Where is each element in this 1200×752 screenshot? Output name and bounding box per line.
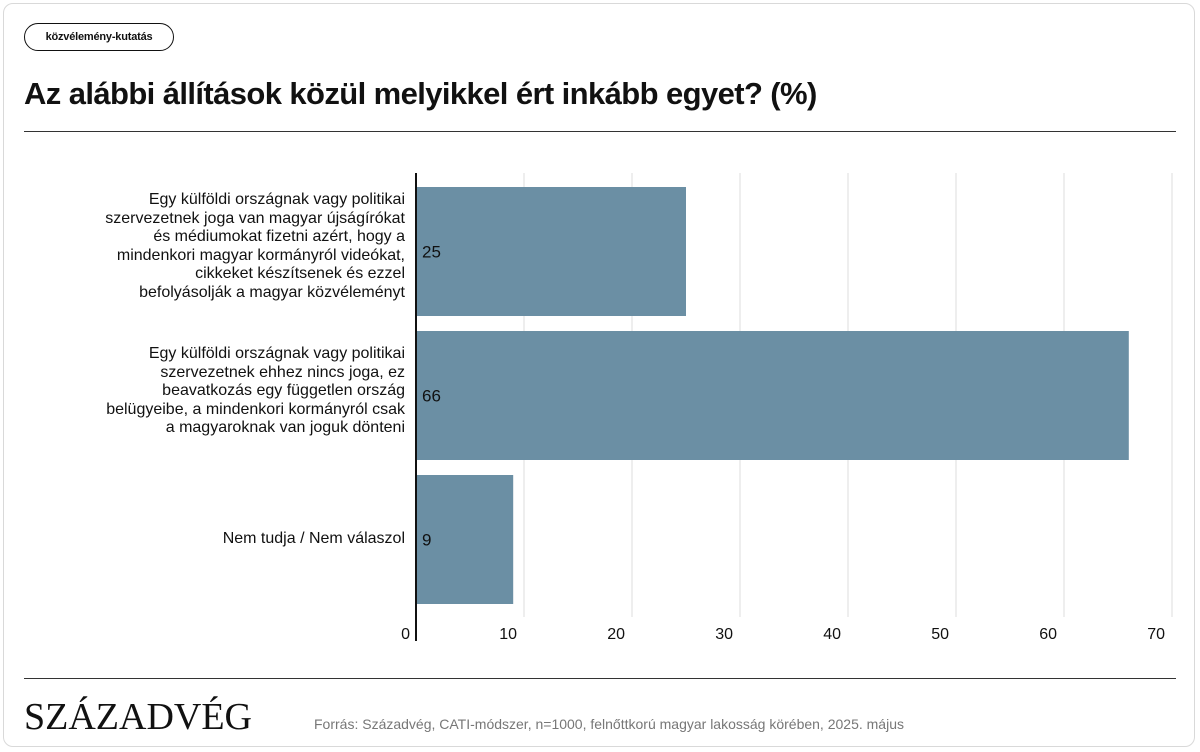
category-label-1: Egy külföldi országnak vagy politikai sz…	[105, 191, 405, 301]
category-label-3: Nem tudja / Nem válaszol	[222, 530, 405, 547]
tick-label-30: 30	[715, 626, 733, 643]
top-divider	[24, 131, 1176, 132]
category-tag[interactable]: közvélemény-kutatás	[24, 23, 174, 51]
szazadveg-logo: SZÁZADVÉG	[24, 696, 252, 738]
bar-1	[416, 187, 686, 316]
source-note: Forrás: Századvég, CATI-módszer, n=1000,…	[314, 716, 904, 732]
bar-2	[416, 331, 1129, 460]
data-label-1: 25	[422, 243, 441, 262]
chart-title: Az alábbi állítások közül melyikkel ért …	[24, 76, 817, 111]
tick-label-10: 10	[499, 626, 517, 643]
tick-label-20: 20	[607, 626, 625, 643]
tick-label-40: 40	[823, 626, 841, 643]
bar-3	[416, 475, 514, 604]
tick-label-60: 60	[1039, 626, 1057, 643]
tick-label-0: 0	[401, 626, 410, 643]
tick-label-70: 70	[1147, 626, 1165, 643]
tick-label-50: 50	[931, 626, 949, 643]
data-label-3: 9	[422, 531, 431, 550]
data-label-2: 66	[422, 387, 441, 406]
category-label-2: Egy külföldi országnak vagy politikai sz…	[106, 345, 405, 436]
bottom-divider	[24, 678, 1176, 679]
